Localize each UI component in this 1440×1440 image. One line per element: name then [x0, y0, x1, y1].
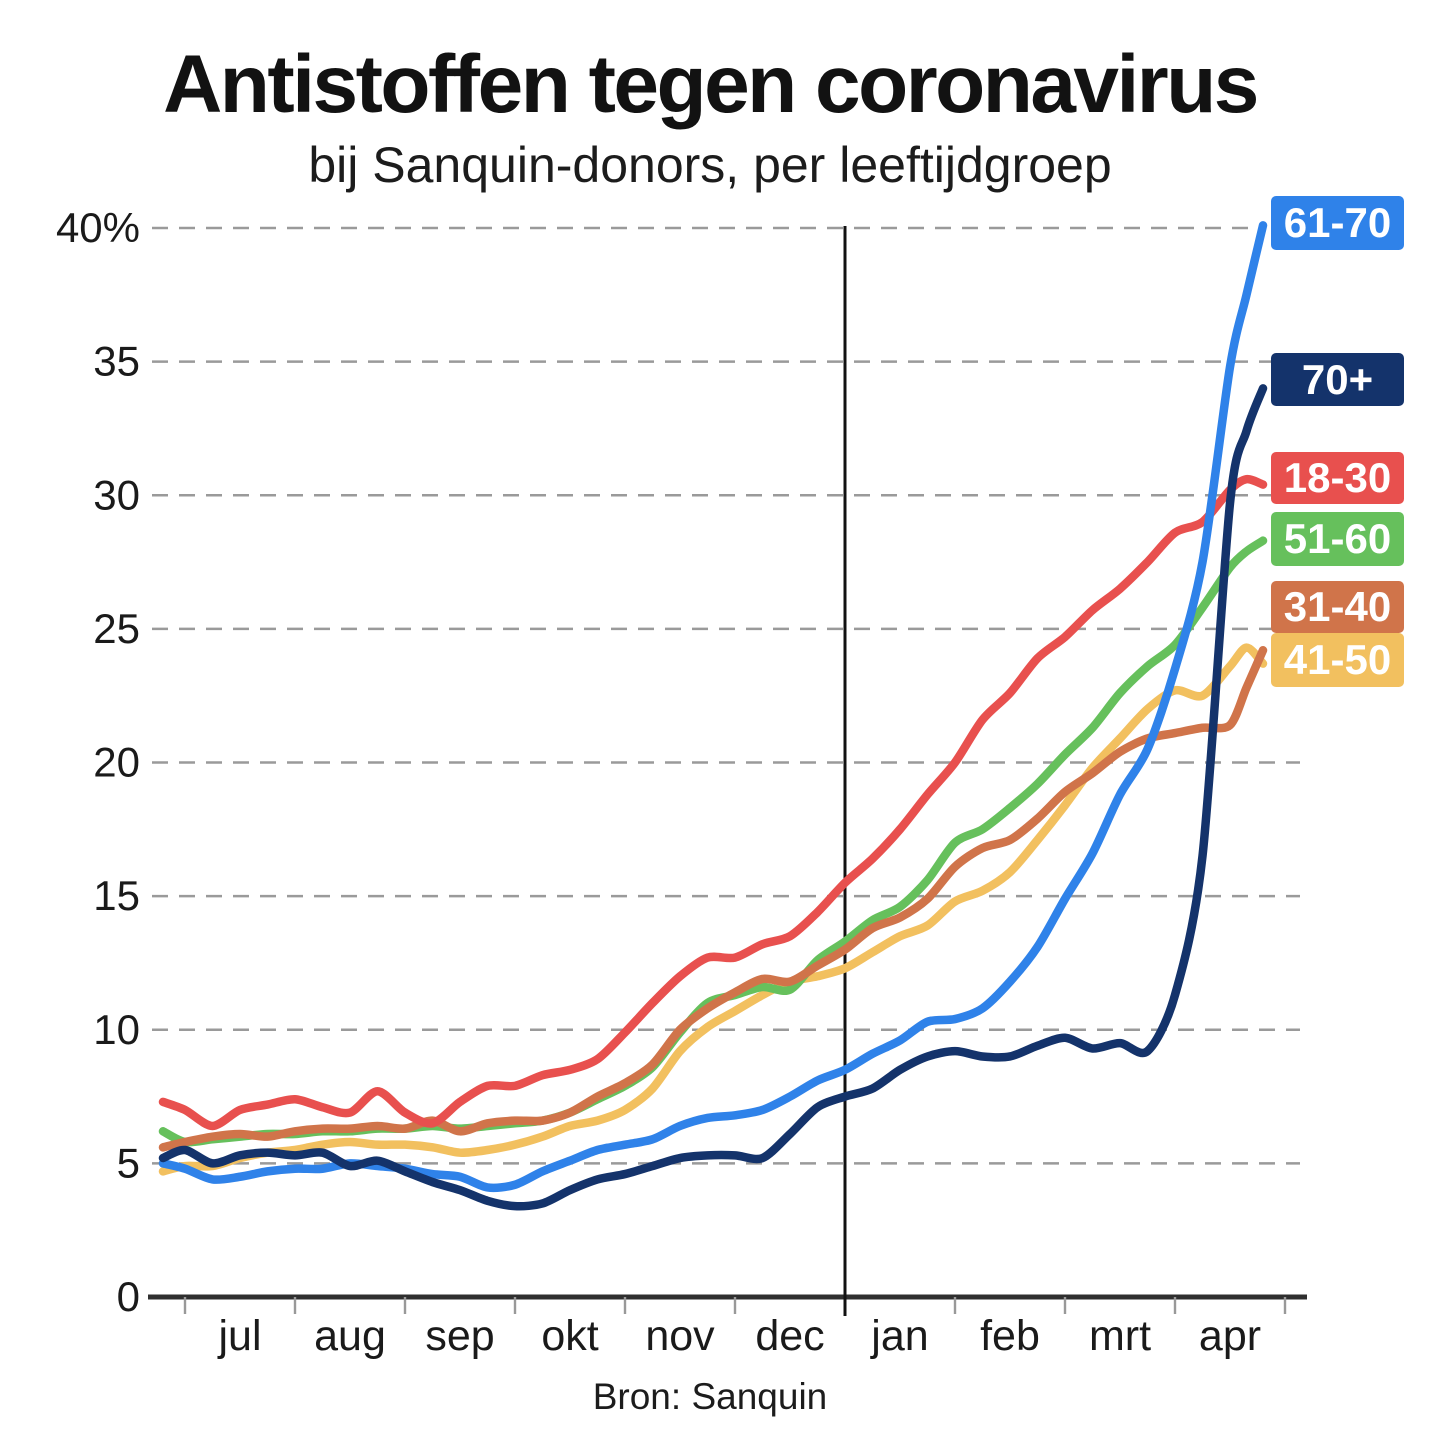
y-axis-tick-label: 25	[93, 605, 140, 652]
series-line-70+	[158, 384, 1268, 1211]
x-axis-tick-label: jan	[869, 1312, 928, 1360]
y-axis-tick-label: 30	[93, 471, 140, 518]
y-axis-tick-label: 10	[93, 1006, 140, 1053]
chart-subtitle: bij Sanquin-donors, per leeftijdgroep	[308, 137, 1112, 193]
x-axis-tick-label: dec	[755, 1312, 824, 1360]
source-label: Bron: Sanquin	[592, 1376, 828, 1417]
y-axis-tick-label: 15	[93, 872, 140, 919]
x-axis-tick-label: feb	[980, 1312, 1040, 1360]
series-line-41-50	[158, 643, 1268, 1176]
x-axis-tick-label: apr	[1199, 1312, 1261, 1360]
x-axis-tick-label: okt	[541, 1312, 598, 1360]
y-axis-tick-label: 35	[93, 338, 140, 385]
x-axis-tick-label: sep	[425, 1312, 494, 1360]
y-axis-tick-label: 20	[93, 739, 140, 786]
x-axis-tick-label: aug	[314, 1312, 386, 1360]
series-line-61-70	[158, 221, 1268, 1193]
x-axis-tick-label: nov	[645, 1312, 715, 1360]
y-axis-tick-label: 0	[117, 1273, 140, 1320]
y-axis-tick-label: 5	[117, 1139, 140, 1186]
series-line-18-30	[158, 474, 1268, 1131]
x-axis-tick-label: jul	[216, 1312, 261, 1360]
chart-title: Antistoffen tegen coronavirus	[163, 39, 1259, 130]
x-axis-tick-label: mrt	[1089, 1312, 1151, 1360]
series-line-31-40	[158, 646, 1268, 1152]
y-axis-tick-label: 40%	[56, 204, 140, 251]
